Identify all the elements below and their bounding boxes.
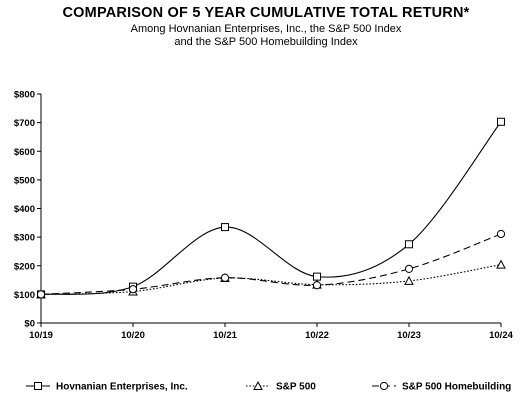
series-line-square <box>40 121 502 295</box>
y-tick-label: $500 <box>14 175 35 186</box>
data-point-square <box>221 223 229 232</box>
y-tick-label: $800 <box>14 90 35 101</box>
legend-marker-square <box>34 382 42 390</box>
y-tick-label: $0 <box>24 319 35 330</box>
data-point-square <box>313 272 321 281</box>
data-point-circle <box>312 281 322 290</box>
legend-marker-circle <box>379 381 389 391</box>
x-tick-label: 10/24 <box>489 330 513 341</box>
legend-marker-triangle <box>253 380 263 390</box>
legend-label: Hovnanian Enterprises, Inc. <box>56 382 188 393</box>
data-point-triangle <box>404 275 414 285</box>
series-line-circle <box>40 233 502 295</box>
data-point-circle <box>36 290 46 299</box>
y-tick-label: $100 <box>14 290 35 301</box>
y-tick-label: $200 <box>14 261 35 272</box>
y-tick-label: $600 <box>14 147 35 158</box>
data-point-square <box>405 240 413 249</box>
data-point-triangle <box>496 259 506 269</box>
chart-axes: $0 $100 $200 $300 $400 $500 $600 $700 $800 10/19 1… <box>14 90 514 342</box>
series-line-triangle <box>40 264 502 295</box>
y-tick-label: $400 <box>14 204 35 215</box>
legend-label: S&P 500 Homebuilding <box>402 382 511 393</box>
legend-label: S&P 500 <box>276 382 316 393</box>
x-tick-label: 10/22 <box>305 330 329 341</box>
y-tick-label: $300 <box>14 233 35 244</box>
x-tick-label: 10/21 <box>213 330 237 341</box>
chart-title: COMPARISON OF 5 YEAR CUMULATIVE TOTAL RE… <box>62 5 470 21</box>
y-tick-label: $700 <box>14 118 35 129</box>
x-tick-label: 10/23 <box>397 330 421 341</box>
data-point-circle <box>128 285 138 294</box>
data-point-circle <box>220 273 230 282</box>
data-point-circle <box>496 229 506 239</box>
chart-subtitle-line-1: Among Hovnanian Enterprises, Inc., the S… <box>130 23 402 35</box>
chart-legend: Hovnanian Enterprises, Inc. S&P 500 S&P 50… <box>26 380 511 393</box>
series-layer <box>36 117 506 299</box>
data-point-square <box>497 117 505 126</box>
data-point-circle <box>404 264 414 273</box>
x-tick-label: 10/20 <box>121 330 145 341</box>
chart-subtitle-line-2: and the S&P 500 Homebuilding Index <box>174 36 358 48</box>
x-tick-label: 10/19 <box>29 330 53 341</box>
